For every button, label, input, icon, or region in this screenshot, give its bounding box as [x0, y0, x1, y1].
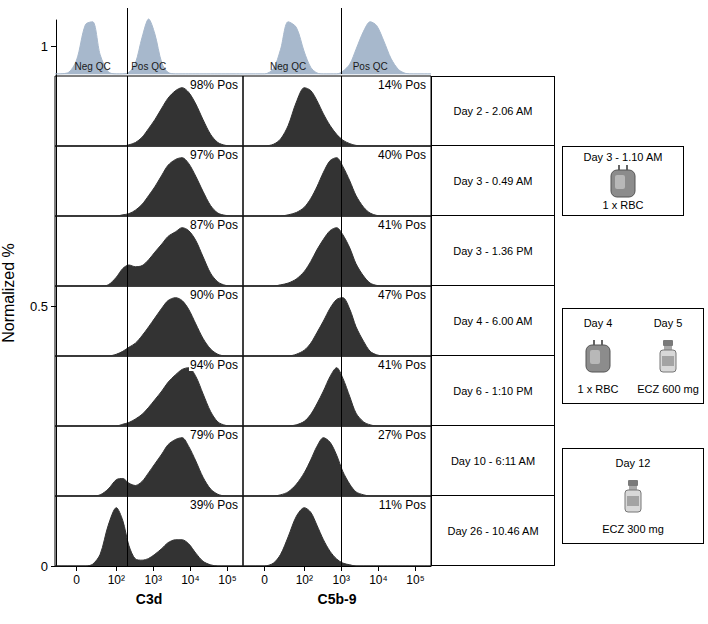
svg-text:C5b-9: C5b-9	[318, 591, 357, 607]
html-text:Day 3 - 1.36 PM: Day 3 - 1.36 PM	[453, 244, 533, 257]
html-text:ECZ 600 mg: ECZ 600 mg	[637, 383, 699, 395]
html-text:ECZ 300 mg: ECZ 300 mg	[602, 523, 664, 535]
svg-text:10⁵: 10⁵	[406, 573, 424, 587]
svg-text:0.5: 0.5	[30, 299, 48, 314]
svg-text:Pos QC: Pos QC	[131, 61, 166, 72]
html-text:Day 2 - 2.06 AM: Day 2 - 2.06 AM	[453, 105, 533, 117]
html-text:Day 10 - 6:11 AM: Day 10 - 6:11 AM	[450, 454, 536, 467]
svg-text:97% Pos: 97% Pos	[190, 148, 238, 162]
html-text:Day 3 - 0.49 AM: Day 3 - 0.49 AM	[453, 174, 533, 187]
html-text:Day 3 - 1.10 AM: Day 3 - 1.10 AM	[583, 150, 663, 163]
svg-text:0: 0	[73, 573, 80, 587]
svg-text:39% Pos: 39% Pos	[190, 498, 238, 512]
svg-text:41% Pos: 41% Pos	[378, 358, 426, 372]
html-text:1 x RBC: 1 x RBC	[602, 199, 644, 212]
svg-text:27% Pos: 27% Pos	[378, 428, 426, 442]
svg-text:1: 1	[41, 39, 48, 54]
svg-text:0: 0	[41, 559, 48, 574]
svg-text:11% Pos: 11% Pos	[379, 498, 426, 512]
svg-text:0: 0	[261, 573, 268, 587]
html-text:Day 4 - 6.00 AM: Day 4 - 6.00 AM	[453, 314, 533, 327]
svg-text:10⁴: 10⁴	[369, 573, 388, 587]
svg-text:10⁴: 10⁴	[181, 573, 200, 587]
html-text:Day 12: Day 12	[615, 457, 651, 469]
svg-text:47% Pos: 47% Pos	[378, 288, 426, 302]
svg-text:Normalized %: Normalized %	[0, 243, 17, 343]
svg-text:94% Pos: 94% Pos	[190, 358, 238, 372]
svg-text:10²: 10²	[296, 573, 313, 587]
html-text:Day 26 - 10.46 AM: Day 26 - 10.46 AM	[447, 524, 539, 537]
svg-text:98% Pos: 98% Pos	[190, 78, 238, 92]
html-text:Day 4: Day 4	[583, 317, 613, 329]
svg-text:79% Pos: 79% Pos	[190, 428, 238, 442]
html-text:1 x RBC: 1 x RBC	[577, 383, 619, 395]
html-text:Day 6 - 1:10 PM: Day 6 - 1:10 PM	[453, 384, 533, 397]
svg-text:90% Pos: 90% Pos	[190, 288, 238, 302]
svg-text:40% Pos: 40% Pos	[378, 148, 426, 162]
svg-text:10³: 10³	[145, 573, 162, 587]
svg-text:87% Pos: 87% Pos	[190, 218, 238, 232]
svg-text:10⁵: 10⁵	[218, 573, 236, 587]
svg-text:10³: 10³	[333, 573, 350, 587]
svg-text:14% Pos: 14% Pos	[378, 78, 426, 92]
html-text:Day 5: Day 5	[653, 317, 683, 329]
svg-text:41% Pos: 41% Pos	[378, 218, 426, 232]
svg-text:Neg QC: Neg QC	[75, 61, 111, 72]
svg-text:Neg QC: Neg QC	[270, 61, 306, 72]
svg-text:Pos QC: Pos QC	[353, 61, 388, 72]
svg-text:C3d: C3d	[136, 591, 162, 607]
svg-text:10²: 10²	[108, 573, 125, 587]
